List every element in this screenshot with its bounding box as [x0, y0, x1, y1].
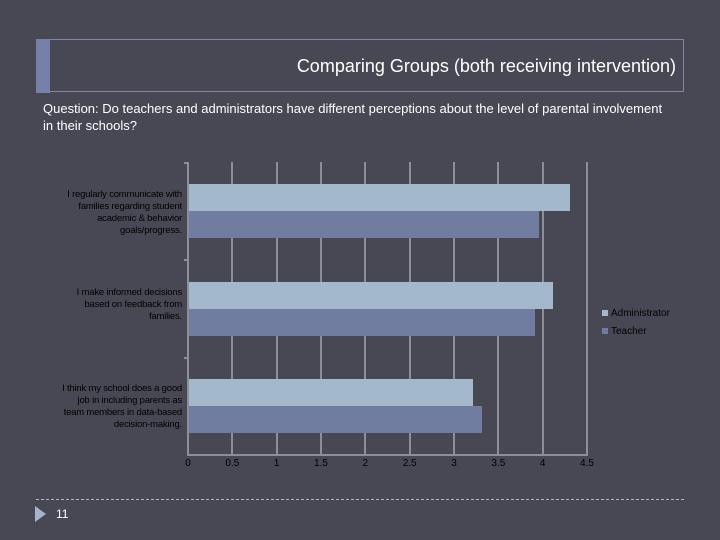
label-line: families.: [148, 311, 182, 322]
bar-teacher: [189, 211, 540, 238]
bar-administrator: [189, 379, 473, 406]
bar-administrator: [189, 282, 553, 309]
legend-label: Teacher: [611, 325, 647, 337]
gridline: [586, 162, 588, 455]
y-axis: [187, 162, 189, 456]
x-tick-label: 4: [539, 458, 546, 469]
bar-teacher: [189, 309, 535, 336]
y-tick: [184, 357, 188, 359]
page-number: 11: [56, 507, 69, 521]
label-line: team members in data-based: [63, 407, 183, 418]
legend-label: Administrator: [611, 307, 670, 319]
legend-item-administrator: Administrator: [602, 304, 670, 322]
label-line: I regularly communicate with: [67, 189, 182, 200]
label-line: I make informed decisions: [76, 287, 183, 298]
label-line: goals/progress.: [120, 225, 182, 236]
legend-swatch: [602, 328, 608, 334]
category-label-0: I regularly communicate with families re…: [32, 189, 182, 237]
title-accent-bar: [36, 39, 50, 93]
label-line: based on feedback from: [84, 299, 182, 310]
legend-item-teacher: Teacher: [602, 322, 670, 340]
label-line: families regarding student: [78, 201, 182, 212]
label-line: decision-making.: [113, 419, 182, 430]
bullet-arrow-icon: [35, 506, 46, 522]
bar-administrator: [189, 184, 571, 211]
question-text: Question: Do teachers and administrators…: [43, 101, 663, 133]
bar-teacher: [189, 406, 482, 433]
x-tick-label: 0: [185, 458, 191, 469]
category-label-1: I make informed decisions based on feedb…: [32, 287, 183, 323]
x-tick-label: 0.5: [225, 458, 240, 469]
label-line: academic & behavior: [97, 213, 182, 224]
x-tick-label: 1: [273, 458, 280, 469]
y-tick: [184, 259, 188, 261]
footer-divider: [36, 499, 684, 500]
label-line: job in including parents as: [77, 395, 183, 406]
x-tick-label: 4.5: [580, 458, 594, 469]
x-tick-label: 2: [362, 458, 369, 469]
x-tick-label: 1.5: [314, 458, 328, 469]
x-tick-label: 3: [451, 458, 457, 469]
label-line: I think my school does a good: [62, 383, 182, 394]
chart-legend: Administrator Teacher: [602, 304, 670, 340]
y-tick: [184, 162, 188, 164]
x-axis: [187, 454, 588, 456]
slide-title: Comparing Groups (both receiving interve…: [296, 56, 676, 76]
x-tick-label: 2.5: [402, 458, 417, 469]
x-tick-label: 3.5: [491, 458, 506, 469]
category-label-2: I think my school does a good job in inc…: [32, 383, 182, 431]
legend-swatch: [602, 310, 608, 316]
